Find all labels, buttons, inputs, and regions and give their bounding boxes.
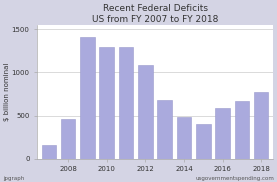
Bar bbox=[196, 124, 211, 159]
Text: jpgraph: jpgraph bbox=[3, 176, 24, 181]
Bar bbox=[99, 47, 114, 159]
Bar bbox=[235, 101, 249, 159]
Bar bbox=[254, 92, 268, 159]
Bar bbox=[157, 100, 172, 159]
Bar bbox=[119, 47, 133, 159]
Title: Recent Federal Deficits
US from FY 2007 to FY 2018: Recent Federal Deficits US from FY 2007 … bbox=[92, 4, 218, 24]
Bar bbox=[216, 108, 230, 159]
Bar bbox=[138, 65, 153, 159]
Bar bbox=[61, 119, 75, 159]
Y-axis label: $ billion nominal: $ billion nominal bbox=[4, 63, 10, 121]
Bar bbox=[80, 37, 95, 159]
Text: usgovernmentspending.com: usgovernmentspending.com bbox=[195, 176, 274, 181]
Bar bbox=[177, 117, 191, 159]
Bar bbox=[42, 145, 56, 159]
